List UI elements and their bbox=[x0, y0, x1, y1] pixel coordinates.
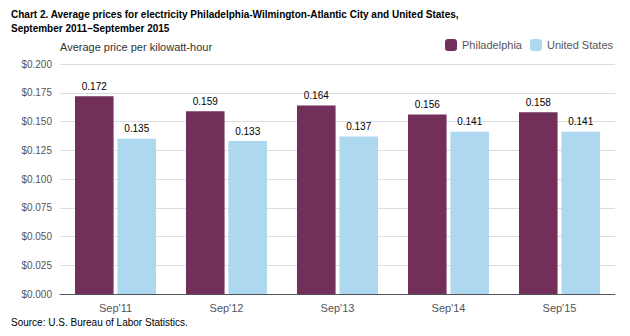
svg-text:0.141: 0.141 bbox=[457, 116, 482, 127]
svg-text:United States: United States bbox=[547, 39, 614, 51]
svg-text:Sep'15: Sep'15 bbox=[543, 302, 577, 314]
svg-text:0.156: 0.156 bbox=[415, 99, 440, 110]
svg-text:$0.175: $0.175 bbox=[21, 87, 52, 98]
svg-text:$0.050: $0.050 bbox=[21, 231, 52, 242]
svg-text:0.135: 0.135 bbox=[124, 123, 149, 134]
svg-text:$0.000: $0.000 bbox=[21, 289, 52, 300]
svg-text:Philadelphia: Philadelphia bbox=[462, 39, 523, 51]
svg-text:$0.125: $0.125 bbox=[21, 145, 52, 156]
svg-text:0.141: 0.141 bbox=[568, 116, 593, 127]
svg-text:$0.200: $0.200 bbox=[21, 59, 52, 70]
svg-text:Sep'14: Sep'14 bbox=[432, 302, 466, 314]
svg-text:0.172: 0.172 bbox=[82, 81, 107, 92]
svg-text:0.133: 0.133 bbox=[235, 126, 260, 137]
svg-text:$0.025: $0.025 bbox=[21, 260, 52, 271]
svg-text:0.164: 0.164 bbox=[304, 90, 329, 101]
svg-text:Source: U.S. Bureau of Labor S: Source: U.S. Bureau of Labor Statistics. bbox=[11, 317, 188, 328]
svg-text:Sep'13: Sep'13 bbox=[321, 302, 355, 314]
svg-text:Average price per kilowatt-hou: Average price per kilowatt-hour bbox=[60, 41, 212, 53]
svg-text:Chart 2. Average prices for el: Chart 2. Average prices for electricity … bbox=[11, 9, 459, 20]
svg-text:$0.075: $0.075 bbox=[21, 202, 52, 213]
svg-text:0.137: 0.137 bbox=[346, 121, 371, 132]
svg-text:Sep'11: Sep'11 bbox=[99, 302, 132, 314]
svg-text:$0.150: $0.150 bbox=[21, 116, 52, 127]
svg-text:$0.100: $0.100 bbox=[21, 174, 52, 185]
svg-text:September 2011–September 2015: September 2011–September 2015 bbox=[11, 23, 170, 34]
svg-text:0.158: 0.158 bbox=[526, 97, 551, 108]
svg-text:0.159: 0.159 bbox=[193, 96, 218, 107]
svg-text:Sep'12: Sep'12 bbox=[210, 302, 244, 314]
